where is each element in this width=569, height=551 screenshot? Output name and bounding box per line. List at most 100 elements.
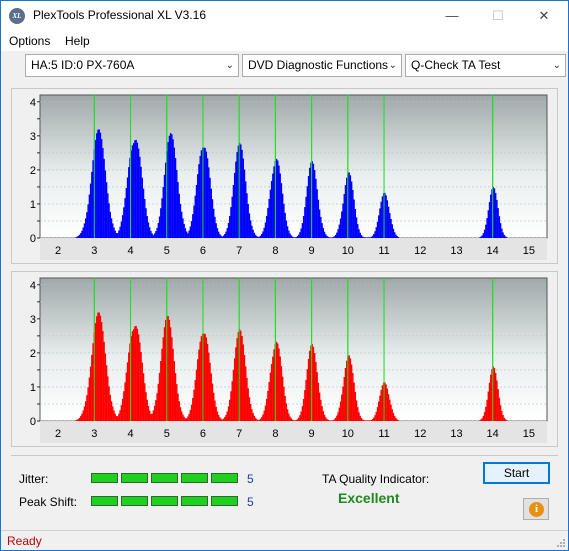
histogram-bar [158, 372, 161, 421]
histogram-bar [333, 419, 336, 421]
histogram-bar [336, 232, 338, 238]
histogram-bar [193, 389, 195, 421]
histogram-bar [177, 393, 179, 421]
histogram-bar [302, 215, 305, 238]
meter-segment [211, 496, 238, 506]
histogram-bar [195, 369, 198, 421]
histogram-bar [200, 336, 203, 421]
histogram-bar [342, 203, 344, 238]
y-tick-label: 0 [30, 416, 36, 428]
histogram-bar [306, 186, 309, 238]
histogram-bar [76, 419, 78, 421]
histogram-bar [354, 208, 357, 238]
ta-quality-value: Excellent [338, 490, 400, 506]
histogram-bar [485, 406, 487, 421]
histogram-bar [204, 147, 206, 238]
histogram-bar [182, 218, 184, 238]
resize-grip-icon[interactable] [556, 538, 566, 548]
histogram-bar [253, 415, 256, 421]
histogram-bar [129, 157, 131, 238]
histogram-bar [300, 228, 302, 238]
histogram-bar [315, 361, 317, 421]
histogram-bar [299, 232, 301, 238]
histogram-bar [135, 325, 137, 421]
status-text: Ready [7, 534, 42, 548]
histogram-bar [325, 417, 327, 421]
histogram-bar [229, 215, 231, 238]
histogram-bar [279, 356, 281, 421]
histogram-bar [220, 235, 222, 238]
histogram-bar [146, 216, 148, 238]
histogram-bar [110, 218, 113, 238]
histogram-bar [137, 334, 140, 421]
histogram-bar [277, 160, 279, 238]
x-axis-strip [40, 238, 547, 260]
histogram-bar [368, 237, 370, 238]
drive-select[interactable]: HA:5 ID:0 PX-760A ⌄ [25, 54, 239, 77]
histogram-bar [312, 346, 315, 421]
histogram-bar [112, 406, 114, 421]
histogram-bar [132, 143, 135, 238]
histogram-bar [498, 397, 501, 421]
histogram-bar [268, 198, 270, 238]
histogram-bar [503, 234, 506, 238]
histogram-bar [252, 229, 254, 238]
histogram-bar [112, 223, 114, 238]
histogram-bar [119, 226, 121, 238]
histogram-bar [140, 166, 142, 238]
histogram-bar [281, 376, 284, 421]
test-select[interactable]: Q-Check TA Test ⌄ [405, 54, 566, 77]
close-button[interactable]: ✕ [538, 8, 550, 23]
histogram-bar [389, 399, 391, 421]
menu-options[interactable]: Options [9, 34, 51, 48]
histogram-bar [307, 176, 310, 238]
function-select[interactable]: DVD Diagnostic Functions ⌄ [242, 54, 402, 77]
peak-shift-value: 5 [247, 495, 254, 509]
meter-segment [121, 496, 148, 506]
histogram-bar [294, 237, 296, 238]
histogram-bar [262, 231, 264, 238]
histogram-bar [328, 237, 331, 238]
minimize-button[interactable]: — [445, 8, 459, 23]
info-button[interactable]: i [523, 498, 549, 520]
histogram-bar [104, 353, 107, 421]
histogram-bar [108, 386, 110, 421]
histogram-bar [174, 158, 177, 238]
histogram-bar [104, 170, 107, 238]
histogram-bar [301, 223, 304, 238]
histogram-bar [374, 231, 376, 238]
histogram-bar [187, 416, 189, 421]
histogram-bar [381, 196, 384, 238]
histogram-bar [380, 389, 382, 421]
histogram-bar [194, 380, 196, 421]
histogram-bar [92, 343, 94, 421]
histogram-bar [237, 145, 240, 238]
histogram-bar [76, 236, 78, 238]
histogram-bar [190, 404, 193, 421]
maximize-button[interactable]: ☐ [492, 8, 504, 23]
histogram-bar [290, 418, 293, 421]
histogram-bar [128, 352, 130, 421]
histogram-bar [75, 237, 77, 238]
plot-area [39, 277, 548, 422]
histogram-bar [376, 407, 379, 421]
histogram-bar [157, 383, 160, 421]
histogram-bar [197, 174, 199, 238]
histogram-bar [322, 228, 325, 238]
histogram-bar [157, 223, 160, 238]
histogram-bar [162, 337, 164, 421]
histogram-bar [299, 415, 301, 421]
histogram-bar [195, 184, 198, 238]
menu-help[interactable]: Help [65, 34, 90, 48]
histogram-bar [211, 383, 214, 421]
x-tick-label: 15 [523, 428, 535, 440]
histogram-bar [494, 372, 497, 421]
histogram-bar [499, 405, 502, 421]
start-button[interactable]: Start [483, 462, 550, 484]
histogram-bar [243, 354, 246, 421]
histogram-bar [488, 202, 491, 238]
window-title: PlexTools Professional XL V3.16 [33, 8, 206, 22]
histogram-bar [373, 417, 375, 421]
histogram-bar [251, 409, 253, 421]
histogram-bar [77, 235, 79, 238]
